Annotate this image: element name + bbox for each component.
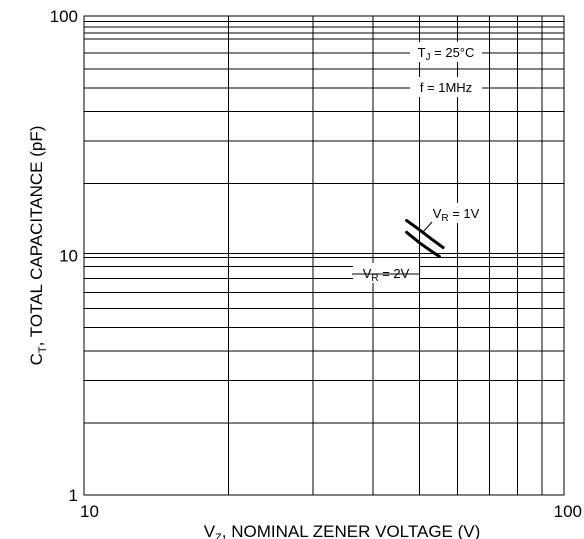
series-label-1: VR = 1V: [433, 206, 480, 224]
condition-temperature-bg: [410, 42, 482, 62]
condition-frequency-bg: [410, 77, 482, 97]
series-label-2-bg: [353, 263, 419, 283]
series-curves: [405, 219, 445, 258]
condition-frequency: f = 1MHz: [420, 80, 472, 95]
plot-frame: [83, 15, 565, 496]
series-line-1: [405, 219, 445, 249]
y-tick-label: 100: [50, 7, 78, 26]
y-axis-title: CT, TOTAL CAPACITANCE (pF): [27, 126, 49, 366]
condition-temperature: TJ = 25°C: [418, 45, 475, 63]
axis-titles: VZ, NOMINAL ZENER VOLTAGE (V) CT, TOTAL C…: [27, 126, 480, 539]
grid-lines: [84, 16, 564, 495]
y-tick-label: 1: [69, 486, 78, 505]
series-1-leader: [422, 221, 433, 233]
x-tick-label: 10: [80, 502, 99, 521]
x-axis-title: VZ, NOMINAL ZENER VOLTAGE (V): [204, 522, 481, 539]
x-tick-label: 100: [554, 502, 582, 521]
series-label-1-bg: [424, 203, 488, 223]
y-tick-label: 10: [59, 247, 78, 266]
series-line-2: [405, 230, 441, 258]
